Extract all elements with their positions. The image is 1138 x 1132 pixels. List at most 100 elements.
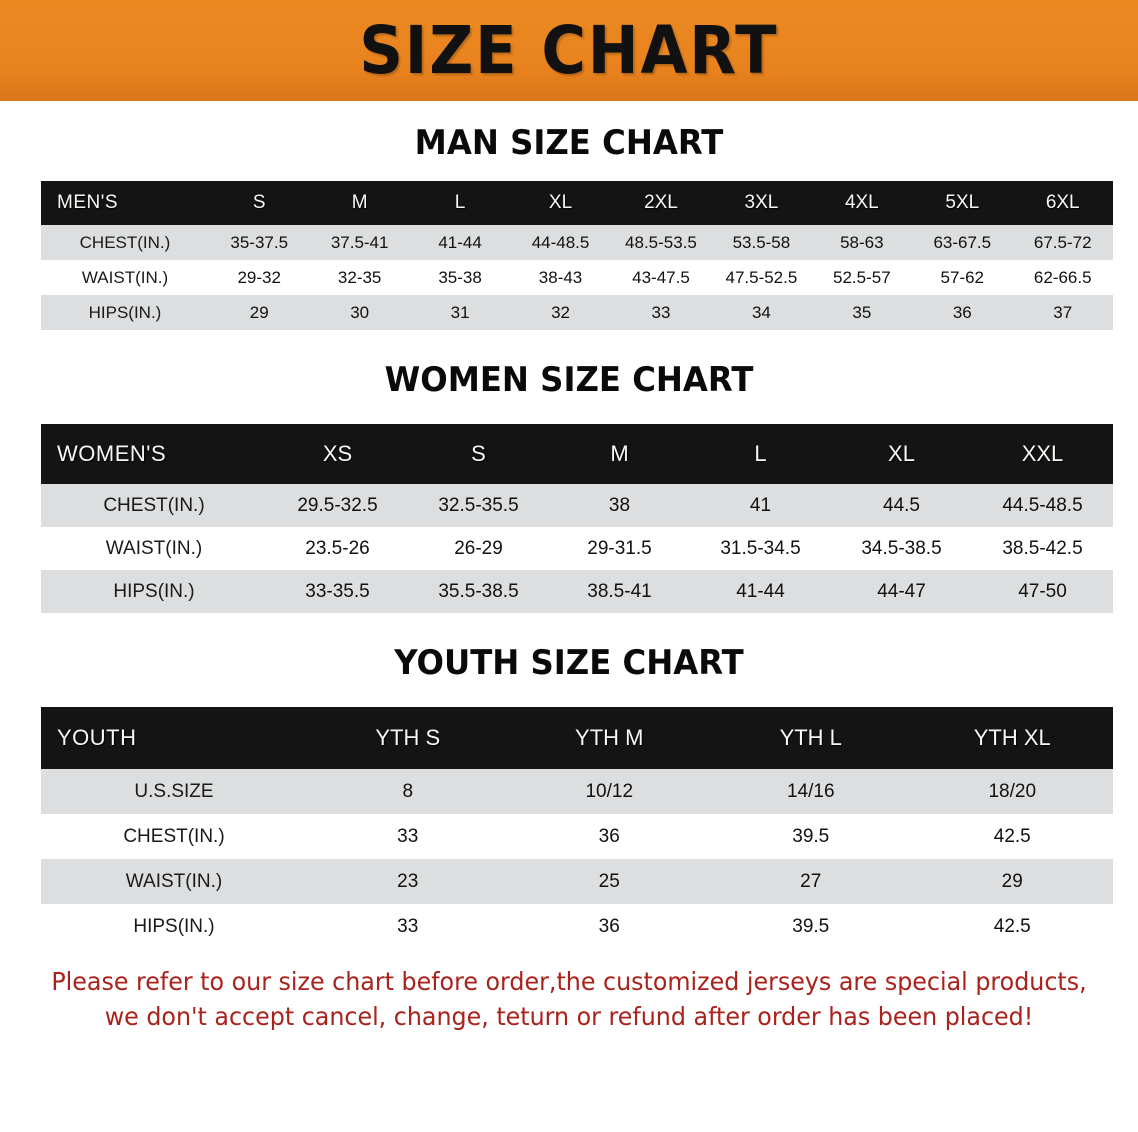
man-cell: 35 bbox=[852, 302, 872, 322]
youth-row-label: U.S.SIZE bbox=[134, 780, 214, 802]
table-row: U.S.SIZE 8 10/12 14/16 18/20 bbox=[41, 769, 1113, 814]
youth-cell: 39.5 bbox=[792, 915, 830, 937]
table-row: HIPS(IN.) 33 36 39.5 42.5 bbox=[41, 904, 1113, 949]
man-row-label: CHEST(IN.) bbox=[79, 232, 171, 252]
women-cell: 38.5-42.5 bbox=[1002, 537, 1083, 559]
man-column-header: L bbox=[454, 192, 466, 213]
women-cell: 26-29 bbox=[454, 537, 503, 559]
man-column-header: S bbox=[252, 192, 266, 213]
youth-size-table: YOUTH YTH S YTH M YTH L YTH XL U.S.SIZE 8 10/1… bbox=[41, 707, 1113, 949]
table-row: WAIST(IN.) 23 25 27 29 bbox=[41, 859, 1113, 904]
man-cell: 34 bbox=[751, 302, 771, 322]
women-cell: 38 bbox=[608, 494, 631, 516]
table-row: CHEST(IN.) 35-37.5 37.5-41 41-44 44-48.5 48.5… bbox=[41, 225, 1113, 260]
youth-cell: 10/12 bbox=[585, 780, 634, 802]
women-cell: 31.5-34.5 bbox=[720, 537, 801, 559]
man-cell: 37.5-41 bbox=[330, 232, 389, 252]
women-cell: 38.5-41 bbox=[587, 580, 652, 602]
man-cell: 63-67.5 bbox=[933, 232, 992, 252]
women-cell: 33-35.5 bbox=[305, 580, 370, 602]
youth-column-header: YTH S bbox=[375, 725, 441, 750]
policy-note-line-2: we don't accept cancel, change, teturn o… bbox=[104, 1001, 1034, 1031]
youth-cell: 8 bbox=[402, 780, 414, 802]
man-column-header: 5XL bbox=[945, 192, 980, 213]
women-cell: 23.5-26 bbox=[305, 537, 370, 559]
youth-cell: 33 bbox=[397, 825, 419, 847]
youth-cell: 36 bbox=[598, 915, 620, 937]
youth-table-body: YOUTH YTH S YTH M YTH L YTH XL U.S.SIZE 8 10/1… bbox=[41, 707, 1113, 949]
youth-cell: 14/16 bbox=[786, 780, 835, 802]
policy-note-line-1: Please refer to our size chart before or… bbox=[51, 967, 1087, 996]
man-chart-wrap: MEN'S S M L XL 2XL 3XL 4XL 5XL 6XL CHEST(IN.) 35-3… bbox=[41, 181, 1113, 330]
man-cell: 41-44 bbox=[438, 232, 482, 252]
man-cell: 29-32 bbox=[237, 267, 281, 287]
youth-table-header-row: YOUTH YTH S YTH M YTH L YTH XL bbox=[41, 707, 1113, 769]
women-cell: 34.5-38.5 bbox=[861, 537, 942, 559]
man-cell: 43-47.5 bbox=[632, 267, 690, 287]
man-cell: 32-35 bbox=[337, 267, 382, 287]
man-cell: 30 bbox=[350, 302, 370, 322]
table-row: HIPS(IN.) 33-35.5 35.5-38.5 38.5-41 41-44 44-… bbox=[41, 570, 1113, 613]
man-column-header: 4XL bbox=[844, 192, 879, 213]
youth-cell: 36 bbox=[598, 825, 620, 847]
youth-row-label: HIPS(IN.) bbox=[133, 915, 215, 937]
women-column-header: XXL bbox=[1021, 441, 1064, 466]
women-cell: 47-50 bbox=[1018, 580, 1067, 602]
women-column-header: M bbox=[610, 441, 629, 466]
man-cell: 37 bbox=[1053, 302, 1073, 322]
women-table-header-row: WOMEN'S XS S M L XL XXL bbox=[41, 424, 1113, 484]
table-row: WAIST(IN.) 29-32 32-35 35-38 38-43 43-47.5 47.… bbox=[41, 260, 1113, 295]
man-cell: 44-48.5 bbox=[531, 232, 590, 252]
women-section-title: WOMEN SIZE CHART bbox=[384, 360, 754, 400]
women-cell: 35.5-38.5 bbox=[438, 580, 519, 602]
women-row-label: WAIST(IN.) bbox=[105, 537, 203, 559]
youth-cell: 42.5 bbox=[993, 915, 1031, 937]
women-column-header: S bbox=[471, 441, 486, 466]
man-column-header: 2XL bbox=[644, 192, 678, 213]
youth-chart-wrap: YOUTH YTH S YTH M YTH L YTH XL U.S.SIZE 8 10/1… bbox=[41, 707, 1113, 949]
man-cell: 53.5-58 bbox=[732, 232, 791, 252]
man-cell: 29 bbox=[249, 302, 269, 322]
women-header-label: WOMEN'S bbox=[57, 441, 167, 466]
youth-cell: 42.5 bbox=[993, 825, 1031, 847]
man-cell: 35-38 bbox=[438, 267, 482, 287]
man-table-body: MEN'S S M L XL 2XL 3XL 4XL 5XL 6XL CHEST(IN.) 35-3… bbox=[41, 181, 1113, 330]
policy-note: Please refer to our size chart before or… bbox=[40, 965, 1097, 1035]
women-column-header: XL bbox=[888, 441, 915, 466]
women-table-body: WOMEN'S XS S M L XL XXL CHEST(IN.) 29.5-32.5 32.… bbox=[41, 424, 1113, 613]
man-cell: 67.5-72 bbox=[1033, 232, 1092, 252]
man-column-header: M bbox=[351, 192, 368, 213]
women-cell: 44.5-48.5 bbox=[1002, 494, 1083, 516]
man-cell: 32 bbox=[551, 302, 570, 322]
man-cell: 48.5-53.5 bbox=[625, 232, 697, 252]
women-size-table: WOMEN'S XS S M L XL XXL CHEST(IN.) 29.5-32.5 32.… bbox=[41, 424, 1113, 613]
man-row-label: HIPS(IN.) bbox=[88, 302, 162, 322]
youth-header-label: YOUTH bbox=[57, 725, 137, 750]
man-column-header: 6XL bbox=[1045, 192, 1080, 213]
youth-cell: 27 bbox=[800, 870, 822, 892]
women-cell: 32.5-35.5 bbox=[438, 494, 519, 516]
man-cell: 57-62 bbox=[940, 267, 985, 287]
women-row-label: HIPS(IN.) bbox=[113, 580, 195, 602]
man-table-header-row: MEN'S S M L XL 2XL 3XL 4XL 5XL 6XL bbox=[41, 181, 1113, 225]
women-column-header: L bbox=[754, 441, 767, 466]
women-row-label: CHEST(IN.) bbox=[103, 494, 205, 516]
table-row: HIPS(IN.) 29 30 31 32 33 34 35 36 37 bbox=[41, 295, 1113, 330]
man-cell: 58-63 bbox=[840, 232, 884, 252]
youth-cell: 18/20 bbox=[988, 780, 1037, 802]
women-cell: 44-47 bbox=[877, 580, 926, 602]
women-cell: 29-31.5 bbox=[587, 537, 652, 559]
man-column-header: 3XL bbox=[744, 192, 779, 213]
youth-cell: 33 bbox=[397, 915, 419, 937]
man-cell: 52.5-57 bbox=[833, 267, 891, 287]
man-cell: 35-37.5 bbox=[230, 232, 289, 252]
table-row: CHEST(IN.) 33 36 39.5 42.5 bbox=[41, 814, 1113, 859]
women-cell: 29.5-32.5 bbox=[297, 494, 378, 516]
youth-cell: 39.5 bbox=[792, 825, 830, 847]
page-banner: SIZE CHART bbox=[0, 0, 1138, 101]
youth-column-header: YTH XL bbox=[973, 725, 1051, 750]
page-title: SIZE CHART bbox=[359, 11, 779, 89]
man-header-label: MEN'S bbox=[57, 192, 119, 213]
man-cell: 31 bbox=[450, 302, 470, 322]
man-section-title: MAN SIZE CHART bbox=[414, 123, 724, 163]
